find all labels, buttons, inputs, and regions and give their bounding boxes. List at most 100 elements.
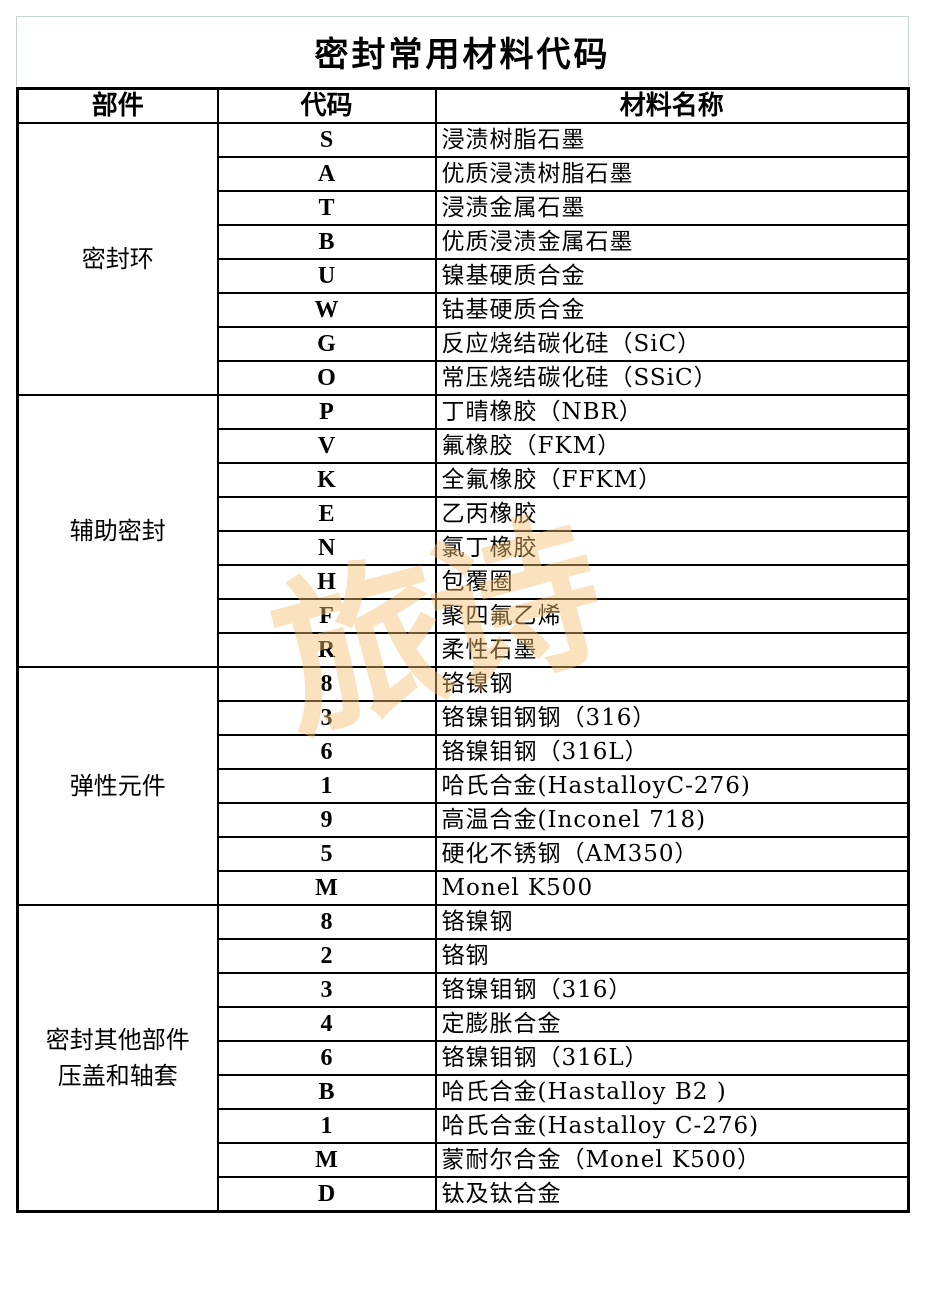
code-cell: V bbox=[216, 428, 437, 464]
code-cell: K bbox=[216, 462, 437, 498]
table-row: K 全氟橡胶（FFKM） bbox=[18, 462, 910, 498]
table-row: D 钛及钛合金 bbox=[18, 1176, 910, 1213]
table-row: 5 硬化不锈钢（AM350） bbox=[18, 836, 910, 872]
material-name-cell: Monel K500 bbox=[434, 870, 910, 906]
code-cell: 2 bbox=[216, 938, 437, 974]
code-cell: H bbox=[216, 564, 437, 600]
code-cell: 8 bbox=[216, 666, 437, 702]
table-row: 密封其他部件压盖和轴套 8 铬镍钢 bbox=[16, 904, 910, 1213]
table-row: M Monel K500 bbox=[18, 870, 910, 906]
material-name-cell: 包覆圈 bbox=[434, 564, 910, 600]
material-name-cell: 哈氏合金(HastalloyC-276) bbox=[434, 768, 910, 804]
code-cell: M bbox=[216, 870, 437, 906]
code-cell: S bbox=[216, 122, 437, 158]
code-cell: M bbox=[216, 1142, 437, 1178]
table-row: E 乙丙橡胶 bbox=[18, 496, 910, 532]
table-row: U 镍基硬质合金 bbox=[18, 258, 910, 294]
material-name-cell: 镍基硬质合金 bbox=[434, 258, 910, 294]
title-cell: 密封常用材料代码 bbox=[16, 16, 909, 86]
table-row: W 钴基硬质合金 bbox=[18, 292, 910, 328]
material-name-cell: 优质浸渍树脂石墨 bbox=[434, 156, 910, 192]
table-row: M 蒙耐尔合金（Monel K500） bbox=[18, 1142, 910, 1178]
material-name-cell: 铬镍钼钢钢（316） bbox=[434, 700, 910, 736]
material-name-cell: 钴基硬质合金 bbox=[434, 292, 910, 328]
table-row: R 柔性石墨 bbox=[18, 632, 910, 668]
code-cell: W bbox=[216, 292, 437, 328]
table-row: 密封环 S 浸渍树脂石墨 bbox=[16, 122, 910, 396]
material-name-cell: 丁晴橡胶（NBR） bbox=[434, 394, 910, 430]
material-name-cell: 氟橡胶（FKM） bbox=[434, 428, 910, 464]
header-row: 部件 代码 材料名称 bbox=[16, 87, 910, 124]
header-part: 部件 bbox=[16, 87, 219, 124]
material-name-cell: 铬钢 bbox=[434, 938, 910, 974]
table-row: O 常压烧结碳化硅（SSiC） bbox=[18, 360, 910, 396]
material-name-cell: 浸渍树脂石墨 bbox=[434, 122, 910, 158]
code-cell: 1 bbox=[216, 768, 437, 804]
material-name-cell: 铬镍钼钢（316L） bbox=[434, 1040, 910, 1076]
material-name-cell: 铬镍钼钢（316L） bbox=[434, 734, 910, 770]
table-row: G 反应烧结碳化硅（SiC） bbox=[18, 326, 910, 362]
table-row: 6 铬镍钼钢（316L） bbox=[18, 1040, 910, 1076]
header-code: 代码 bbox=[216, 87, 437, 124]
table-row: N 氯丁橡胶 bbox=[18, 530, 910, 566]
code-cell: 4 bbox=[216, 1006, 437, 1042]
material-name-cell: 全氟橡胶（FFKM） bbox=[434, 462, 910, 498]
material-name-cell: 铬镍钢 bbox=[434, 666, 910, 702]
part-cell: 弹性元件 bbox=[16, 666, 219, 906]
table-row: A 优质浸渍树脂石墨 bbox=[18, 156, 910, 192]
material-name-cell: 钛及钛合金 bbox=[434, 1176, 910, 1213]
material-name-cell: 浸渍金属石墨 bbox=[434, 190, 910, 226]
code-cell: B bbox=[216, 1074, 437, 1110]
code-cell: O bbox=[216, 360, 437, 396]
material-name-cell: 氯丁橡胶 bbox=[434, 530, 910, 566]
table-row: F 聚四氟乙烯 bbox=[18, 598, 910, 634]
part-cell: 密封其他部件压盖和轴套 bbox=[16, 904, 219, 1213]
code-cell: B bbox=[216, 224, 437, 260]
material-name-cell: 铬镍钢 bbox=[434, 904, 910, 940]
header-material-name: 材料名称 bbox=[434, 87, 910, 124]
code-cell: G bbox=[216, 326, 437, 362]
code-cell: 3 bbox=[216, 972, 437, 1008]
code-cell: F bbox=[216, 598, 437, 634]
material-name-cell: 定膨胀合金 bbox=[434, 1006, 910, 1042]
code-cell: 6 bbox=[216, 1040, 437, 1076]
material-name-cell: 优质浸渍金属石墨 bbox=[434, 224, 910, 260]
material-name-cell: 聚四氟乙烯 bbox=[434, 598, 910, 634]
table-row: H 包覆圈 bbox=[18, 564, 910, 600]
part-cell: 密封环 bbox=[16, 122, 219, 396]
table-body: 密封环 S 浸渍树脂石墨 A 优质浸渍树脂石墨 T 浸渍金属石墨 B 优质浸渍金属石墨 U 镍基硬质… bbox=[16, 122, 910, 1213]
materials-table: 部件 代码 材料名称 密封环 S 浸渍树脂石墨 A 优质浸渍树脂石墨 T 浸渍金属石墨 B 优质… bbox=[16, 87, 910, 1213]
table-row: 3 铬镍钼钢钢（316） bbox=[18, 700, 910, 736]
material-name-cell: 柔性石墨 bbox=[434, 632, 910, 668]
code-cell: 3 bbox=[216, 700, 437, 736]
code-cell: T bbox=[216, 190, 437, 226]
table-row: T 浸渍金属石墨 bbox=[18, 190, 910, 226]
code-cell: E bbox=[216, 496, 437, 532]
code-cell: R bbox=[216, 632, 437, 668]
code-cell: A bbox=[216, 156, 437, 192]
table-row: 2 铬钢 bbox=[18, 938, 910, 974]
material-name-cell: 哈氏合金(Hastalloy B2 ) bbox=[434, 1074, 910, 1110]
code-cell: 6 bbox=[216, 734, 437, 770]
code-cell: D bbox=[216, 1176, 437, 1213]
code-cell: 1 bbox=[216, 1108, 437, 1144]
table-row: 弹性元件 8 铬镍钢 bbox=[16, 666, 910, 906]
table-row: 4 定膨胀合金 bbox=[18, 1006, 910, 1042]
table-row: 3 铬镍钼钢（316） bbox=[18, 972, 910, 1008]
material-name-cell: 反应烧结碳化硅（SiC） bbox=[434, 326, 910, 362]
material-name-cell: 铬镍钼钢（316） bbox=[434, 972, 910, 1008]
part-cell: 辅助密封 bbox=[16, 394, 219, 668]
material-name-cell: 蒙耐尔合金（Monel K500） bbox=[434, 1142, 910, 1178]
material-name-cell: 高温合金(Inconel 718) bbox=[434, 802, 910, 838]
material-name-cell: 常压烧结碳化硅（SSiC） bbox=[434, 360, 910, 396]
code-cell: 5 bbox=[216, 836, 437, 872]
table-row: V 氟橡胶（FKM） bbox=[18, 428, 910, 464]
code-cell: N bbox=[216, 530, 437, 566]
table-row: B 优质浸渍金属石墨 bbox=[18, 224, 910, 260]
code-cell: U bbox=[216, 258, 437, 294]
material-name-cell: 硬化不锈钢（AM350） bbox=[434, 836, 910, 872]
material-name-cell: 乙丙橡胶 bbox=[434, 496, 910, 532]
material-name-cell: 哈氏合金(Hastalloy C-276) bbox=[434, 1108, 910, 1144]
code-cell: 9 bbox=[216, 802, 437, 838]
table-row: 1 哈氏合金(Hastalloy C-276) bbox=[18, 1108, 910, 1144]
